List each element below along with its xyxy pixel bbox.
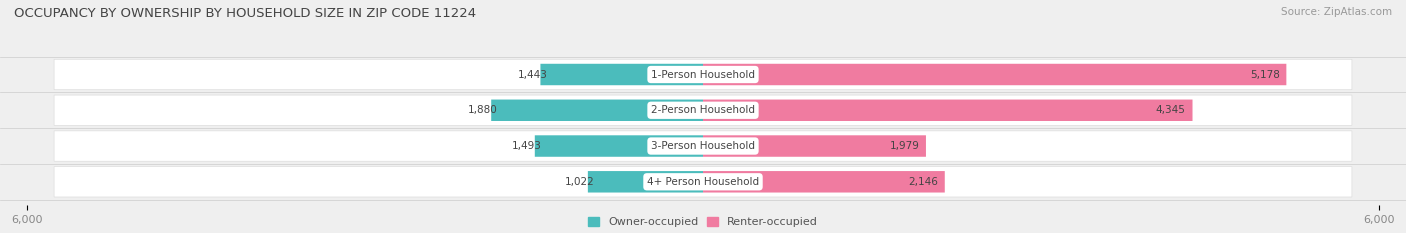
Text: 4+ Person Household: 4+ Person Household (647, 177, 759, 187)
Text: 1-Person Household: 1-Person Household (651, 69, 755, 79)
Text: 4,345: 4,345 (1156, 105, 1185, 115)
Text: 1,022: 1,022 (565, 177, 595, 187)
FancyBboxPatch shape (53, 95, 1353, 125)
Text: 2,146: 2,146 (908, 177, 938, 187)
Text: 1,979: 1,979 (890, 141, 920, 151)
FancyBboxPatch shape (491, 99, 703, 121)
Text: Source: ZipAtlas.com: Source: ZipAtlas.com (1281, 7, 1392, 17)
Text: 1,443: 1,443 (517, 69, 547, 79)
Text: 3-Person Household: 3-Person Household (651, 141, 755, 151)
FancyBboxPatch shape (703, 135, 927, 157)
FancyBboxPatch shape (53, 131, 1353, 161)
Text: 2-Person Household: 2-Person Household (651, 105, 755, 115)
FancyBboxPatch shape (534, 135, 703, 157)
FancyBboxPatch shape (53, 167, 1353, 197)
FancyBboxPatch shape (703, 171, 945, 192)
Text: OCCUPANCY BY OWNERSHIP BY HOUSEHOLD SIZE IN ZIP CODE 11224: OCCUPANCY BY OWNERSHIP BY HOUSEHOLD SIZE… (14, 7, 477, 20)
FancyBboxPatch shape (588, 171, 703, 192)
FancyBboxPatch shape (53, 59, 1353, 90)
Legend: Owner-occupied, Renter-occupied: Owner-occupied, Renter-occupied (588, 217, 818, 227)
FancyBboxPatch shape (540, 64, 703, 85)
FancyBboxPatch shape (703, 99, 1192, 121)
Text: 1,880: 1,880 (468, 105, 498, 115)
Text: 1,493: 1,493 (512, 141, 541, 151)
Text: 5,178: 5,178 (1250, 69, 1279, 79)
FancyBboxPatch shape (703, 64, 1286, 85)
